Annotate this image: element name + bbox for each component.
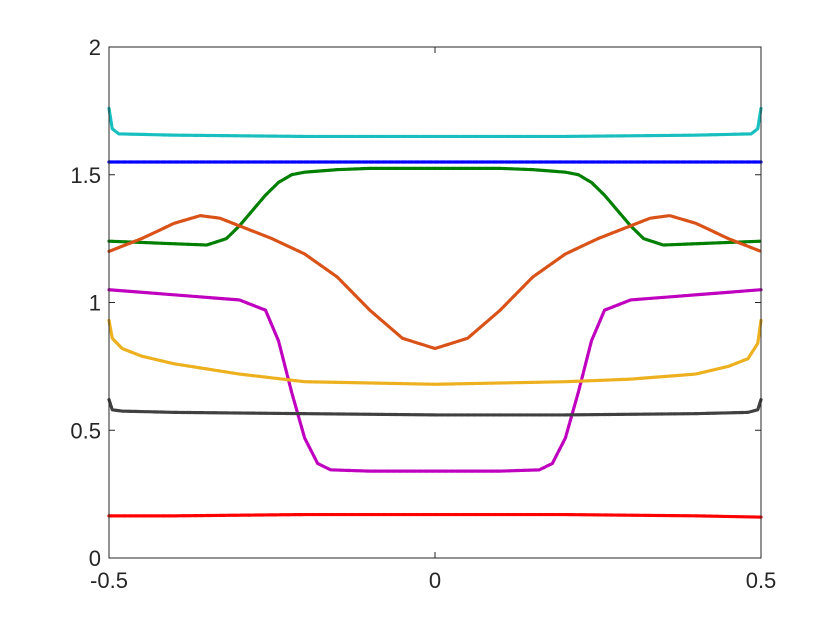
y-tick-label: 2: [89, 35, 101, 60]
x-axis: -0.5 0 0.5: [90, 47, 776, 593]
x-tick-label: -0.5: [90, 568, 128, 593]
y-tick-label: 0: [89, 546, 101, 571]
series-line-3: [107, 166, 763, 247]
y-tick-label: 1.5: [70, 163, 101, 188]
x-tick-label: 0.5: [746, 568, 777, 593]
series-line-7: [107, 397, 763, 417]
series-group: [107, 106, 763, 519]
series-line-6: [107, 318, 763, 386]
series-line-8: [107, 512, 763, 519]
y-axis: 0 0.5 1 1.5 2: [70, 35, 761, 571]
series-line-1: [107, 106, 763, 139]
x-tick-label: 0: [429, 568, 441, 593]
y-tick-label: 0.5: [70, 418, 101, 443]
series-line-5: [107, 288, 763, 473]
series-line-4: [107, 214, 763, 351]
plot-area: [109, 47, 761, 558]
y-tick-label: 1: [89, 291, 101, 316]
